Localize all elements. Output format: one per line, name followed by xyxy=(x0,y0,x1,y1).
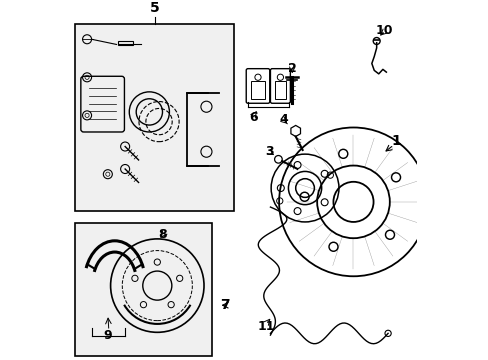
Bar xyxy=(250,81,264,99)
Text: 10: 10 xyxy=(375,24,392,37)
Bar xyxy=(118,41,132,45)
Text: 8: 8 xyxy=(158,228,166,241)
Text: 7: 7 xyxy=(220,298,229,312)
Text: 9: 9 xyxy=(103,329,112,342)
Text: 5: 5 xyxy=(149,1,159,15)
Bar xyxy=(274,81,285,99)
Text: 3: 3 xyxy=(264,145,273,158)
Text: 2: 2 xyxy=(287,62,296,75)
Text: 6: 6 xyxy=(248,111,257,123)
Text: 1: 1 xyxy=(391,134,401,148)
Bar xyxy=(75,222,211,356)
Text: 4: 4 xyxy=(279,113,287,126)
Text: 11: 11 xyxy=(257,320,274,333)
Bar xyxy=(75,24,234,211)
